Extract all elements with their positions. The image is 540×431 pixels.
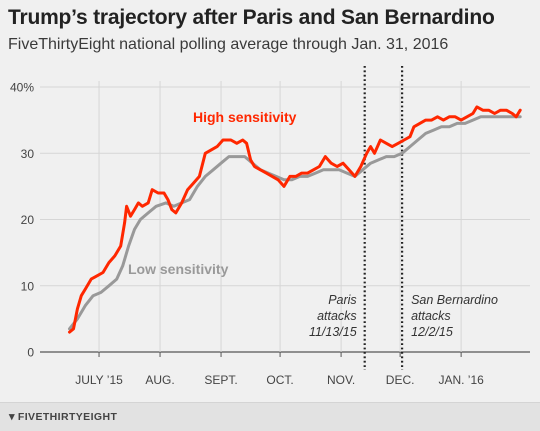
event-annotation-label: 11/13/15 xyxy=(309,325,357,339)
series-label: High sensitivity xyxy=(193,109,297,125)
high-sensitivity-line xyxy=(68,105,522,334)
chart-subtitle: FiveThirtyEight national polling average… xyxy=(8,36,449,53)
brand-logo: ▾ FIVETHIRTYEIGHT xyxy=(9,410,117,423)
y-tick-label: 30 xyxy=(21,147,35,161)
x-tick-label: DEC. xyxy=(386,373,415,387)
event-annotation-label: attacks xyxy=(317,309,357,323)
low-sensitivity-line xyxy=(68,115,522,331)
y-tick-label: 10 xyxy=(21,279,35,293)
x-tick-label: AUG. xyxy=(145,373,174,387)
x-tick-label: JULY ’15 xyxy=(75,373,123,387)
footer-bar: ▾ FIVETHIRTYEIGHT xyxy=(0,402,540,431)
brand-logo-text: FIVETHIRTYEIGHT xyxy=(17,411,118,423)
series-label: Low sensitivity xyxy=(128,261,229,277)
x-tick-label: SEPT. xyxy=(204,373,237,387)
line-chart: 0 10 20 30 40% JULY ’15 AUG. SEPT. OCT. NOV. DEC. J… xyxy=(10,66,530,387)
x-tick-label: NOV. xyxy=(327,373,355,387)
chart-title: Trump’s trajectory after Paris and San B… xyxy=(8,6,495,29)
x-tick-label: JAN. ’16 xyxy=(438,373,484,387)
event-annotation-label: San Bernardino xyxy=(411,293,498,307)
event-annotation-label: Paris xyxy=(328,293,356,307)
event-annotation-label: 12/2/15 xyxy=(411,325,453,339)
x-tick-label: OCT. xyxy=(266,373,293,387)
y-tick-label: 40% xyxy=(10,81,34,95)
fox-icon: ▾ xyxy=(9,411,15,423)
y-tick-label: 0 xyxy=(27,346,34,360)
y-tick-label: 20 xyxy=(21,213,35,227)
event-annotation-label: attacks xyxy=(411,309,451,323)
